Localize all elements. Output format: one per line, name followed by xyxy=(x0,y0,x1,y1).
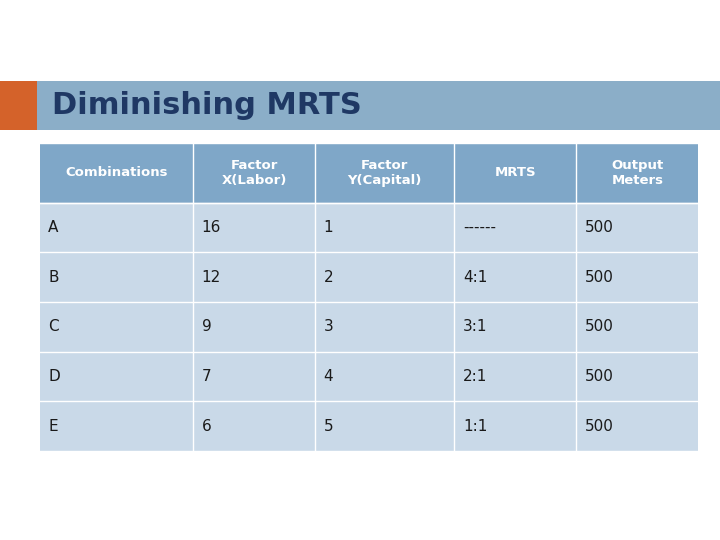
Text: Factor
X(Labor): Factor X(Labor) xyxy=(221,159,287,187)
Text: 2: 2 xyxy=(323,269,333,285)
Bar xyxy=(454,302,577,352)
Bar xyxy=(454,401,577,451)
Text: 16: 16 xyxy=(202,220,221,235)
Text: 2:1: 2:1 xyxy=(463,369,487,384)
Text: 3: 3 xyxy=(323,319,333,334)
Bar xyxy=(193,401,315,451)
Bar xyxy=(40,302,193,352)
Bar xyxy=(0,81,720,130)
Bar xyxy=(577,352,698,401)
Bar xyxy=(315,252,454,302)
Text: 12: 12 xyxy=(202,269,221,285)
Bar xyxy=(454,252,577,302)
Text: 500: 500 xyxy=(585,319,614,334)
Text: MRTS: MRTS xyxy=(495,166,536,179)
Bar xyxy=(577,202,698,252)
Text: 7: 7 xyxy=(202,369,211,384)
Bar xyxy=(577,401,698,451)
Bar xyxy=(40,352,193,401)
Text: Diminishing MRTS: Diminishing MRTS xyxy=(52,91,361,120)
Text: 500: 500 xyxy=(585,269,614,285)
Text: 4:1: 4:1 xyxy=(463,269,487,285)
Text: 500: 500 xyxy=(585,369,614,384)
Text: ------: ------ xyxy=(463,220,496,235)
Bar xyxy=(0,81,37,130)
Bar xyxy=(315,302,454,352)
Text: 9: 9 xyxy=(202,319,212,334)
Text: 3:1: 3:1 xyxy=(463,319,487,334)
Text: Output
Meters: Output Meters xyxy=(611,159,664,187)
Bar xyxy=(40,252,193,302)
Text: B: B xyxy=(48,269,59,285)
Bar xyxy=(193,143,315,202)
Text: 5: 5 xyxy=(323,418,333,434)
Bar xyxy=(193,252,315,302)
Text: 500: 500 xyxy=(585,220,614,235)
Bar xyxy=(40,143,193,202)
Bar xyxy=(315,143,454,202)
Bar xyxy=(315,202,454,252)
Text: 4: 4 xyxy=(323,369,333,384)
Text: 1:1: 1:1 xyxy=(463,418,487,434)
Bar xyxy=(193,202,315,252)
Bar xyxy=(577,252,698,302)
Text: C: C xyxy=(48,319,59,334)
Text: 6: 6 xyxy=(202,418,212,434)
Text: A: A xyxy=(48,220,58,235)
Bar xyxy=(40,202,193,252)
Bar xyxy=(193,352,315,401)
Bar xyxy=(315,401,454,451)
Bar xyxy=(40,401,193,451)
Bar xyxy=(454,352,577,401)
Bar xyxy=(193,302,315,352)
Text: D: D xyxy=(48,369,60,384)
Bar xyxy=(454,143,577,202)
Bar xyxy=(577,143,698,202)
Text: 1: 1 xyxy=(323,220,333,235)
Text: Factor
Y(Capital): Factor Y(Capital) xyxy=(348,159,422,187)
Bar xyxy=(577,302,698,352)
Text: 500: 500 xyxy=(585,418,614,434)
Bar xyxy=(454,202,577,252)
Text: E: E xyxy=(48,418,58,434)
Text: Combinations: Combinations xyxy=(65,166,168,179)
Bar xyxy=(315,352,454,401)
